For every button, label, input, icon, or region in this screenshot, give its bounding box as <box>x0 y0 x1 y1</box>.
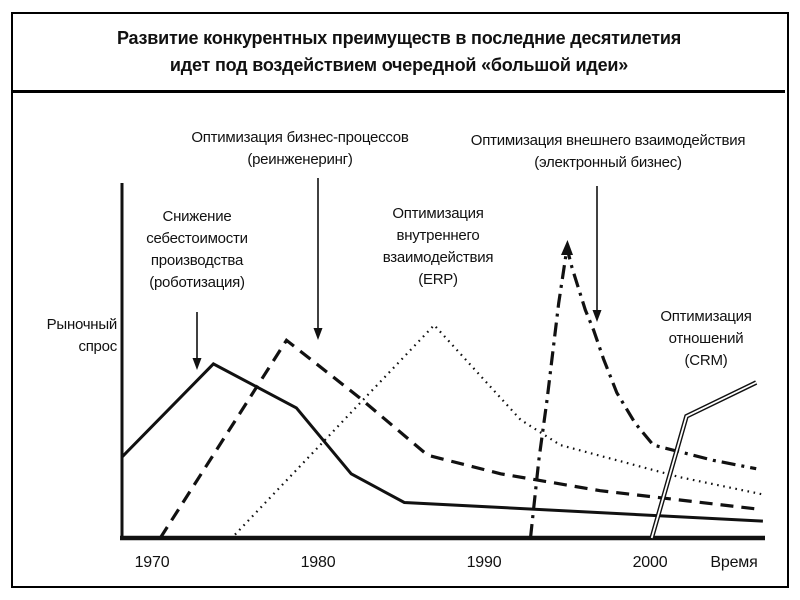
annotation-arrowhead <box>592 310 602 322</box>
x-tick-label: 1970 <box>135 554 170 571</box>
curve-double-inner <box>650 381 757 539</box>
chart-title: Развитие конкурентных преимуществ в посл… <box>13 14 785 93</box>
x-tick-label: 1990 <box>467 554 502 571</box>
peak-arrowhead <box>561 239 573 255</box>
annotation-arrowhead <box>192 358 202 370</box>
label-crm: Оптимизация отношений (CRM) <box>660 308 752 369</box>
curve-dashed <box>158 337 760 539</box>
label-erp: Оптимизация внутреннего взаимодействия (… <box>382 205 494 288</box>
annotation-arrowhead <box>313 328 323 340</box>
curve-dotted <box>234 323 762 536</box>
x-tick-label: 2000 <box>633 554 668 571</box>
curve-solid <box>121 362 763 523</box>
curve-dashdot <box>528 247 757 539</box>
label-reengineering: Оптимизация бизнес-процессов (реинженери… <box>191 129 409 168</box>
outer-frame <box>11 12 789 588</box>
label-ebusiness: Оптимизация внешнего взаимодействия (эле… <box>470 132 746 171</box>
x-tick-label: 1980 <box>301 554 336 571</box>
x-axis-caption: Время <box>710 554 757 571</box>
y-axis-label-market-demand: Рыночный спрос <box>46 316 118 355</box>
label-robotization: Снижение себестоимости производства (роб… <box>146 208 248 291</box>
